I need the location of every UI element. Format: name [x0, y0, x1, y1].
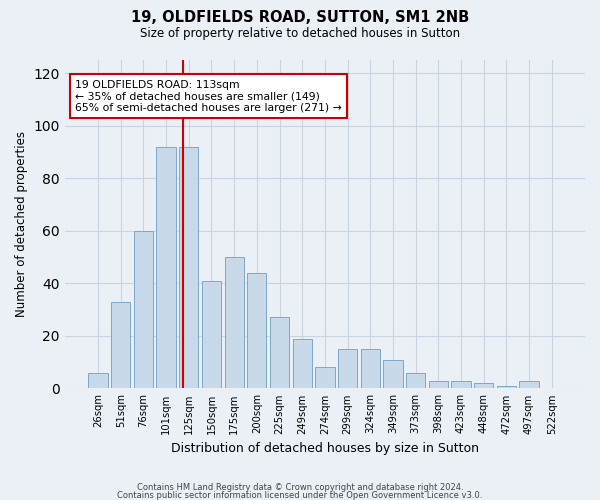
- Text: Contains public sector information licensed under the Open Government Licence v3: Contains public sector information licen…: [118, 491, 482, 500]
- Text: 19, OLDFIELDS ROAD, SUTTON, SM1 2NB: 19, OLDFIELDS ROAD, SUTTON, SM1 2NB: [131, 10, 469, 25]
- Text: Contains HM Land Registry data © Crown copyright and database right 2024.: Contains HM Land Registry data © Crown c…: [137, 484, 463, 492]
- Bar: [338, 349, 357, 389]
- Bar: [224, 257, 244, 388]
- Bar: [88, 372, 108, 388]
- Text: 19 OLDFIELDS ROAD: 113sqm
← 35% of detached houses are smaller (149)
65% of semi: 19 OLDFIELDS ROAD: 113sqm ← 35% of detac…: [75, 80, 342, 113]
- X-axis label: Distribution of detached houses by size in Sutton: Distribution of detached houses by size …: [171, 442, 479, 455]
- Bar: [451, 380, 470, 388]
- Text: Size of property relative to detached houses in Sutton: Size of property relative to detached ho…: [140, 28, 460, 40]
- Bar: [202, 280, 221, 388]
- Bar: [315, 368, 335, 388]
- Bar: [406, 372, 425, 388]
- Bar: [497, 386, 516, 388]
- Bar: [247, 273, 266, 388]
- Y-axis label: Number of detached properties: Number of detached properties: [15, 131, 28, 317]
- Bar: [383, 360, 403, 388]
- Bar: [270, 318, 289, 388]
- Bar: [361, 349, 380, 389]
- Bar: [293, 338, 312, 388]
- Bar: [179, 146, 199, 388]
- Bar: [134, 231, 153, 388]
- Bar: [474, 383, 493, 388]
- Bar: [157, 146, 176, 388]
- Bar: [520, 380, 539, 388]
- Bar: [111, 302, 130, 388]
- Bar: [428, 380, 448, 388]
